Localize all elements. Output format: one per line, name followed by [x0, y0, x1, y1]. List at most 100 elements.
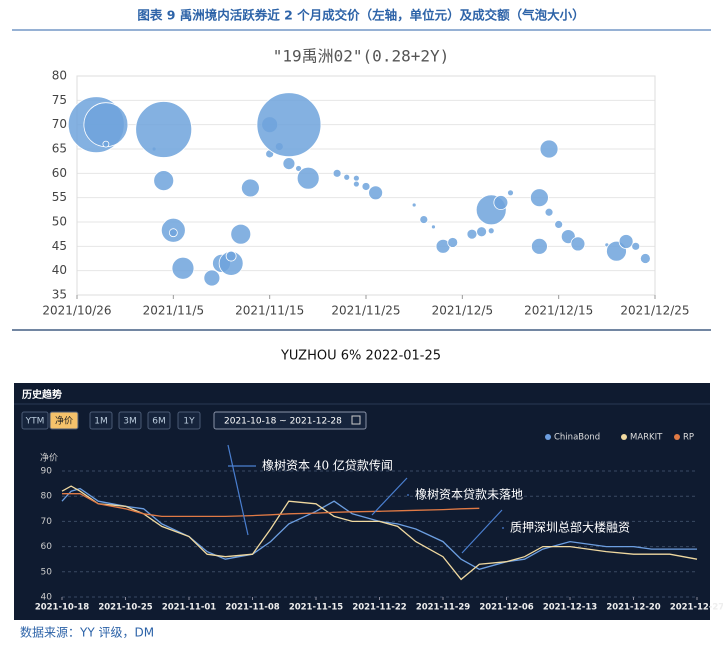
x-tick-label: 2021-11-22	[352, 603, 406, 613]
bubble	[135, 101, 193, 158]
bubble	[230, 223, 252, 245]
annotation: 橡树资本 40 亿贷款传闻	[262, 458, 393, 473]
bubble	[361, 182, 371, 191]
bubble	[352, 180, 360, 188]
toggle-button-label[interactable]: YTM	[25, 417, 45, 427]
bubble	[240, 178, 260, 198]
bubble	[171, 256, 195, 280]
annotation-arrow	[227, 444, 249, 536]
bubble	[153, 170, 175, 192]
date-range[interactable]: 2021-10-18 ~ 2021-12-28	[224, 417, 342, 427]
source-note: 数据来源：YY 评级，DM	[20, 625, 154, 640]
bubble	[507, 189, 514, 197]
toggle-button[interactable]	[118, 411, 142, 430]
x-tick-label: 2021-12-13	[543, 603, 597, 613]
bubble	[368, 185, 384, 201]
series-line	[61, 485, 698, 581]
bubble	[411, 202, 417, 208]
x-tick-label: 2021-10-25	[98, 603, 152, 613]
x-tick-label: 2021-12-06	[479, 603, 533, 613]
legend-label: RP	[683, 433, 694, 443]
annotation-arrow	[461, 509, 503, 554]
bubble	[282, 157, 296, 171]
bubble	[544, 207, 554, 217]
x-tick-label: 2021-11-29	[416, 603, 470, 613]
x-tick-label: 2021/11/25	[331, 304, 400, 318]
bubble	[493, 195, 509, 210]
panel-title: 历史趋势	[22, 388, 62, 401]
figure-title: 图表 9 禹洲境内活跃券近 2 个月成交价（左轴，单位元）及成交额（气泡大小）	[137, 8, 584, 23]
legend-label: ChinaBond	[554, 433, 600, 443]
y-tick-label: 40	[52, 263, 67, 277]
annotation: 质押深圳总部大楼融资	[510, 520, 630, 535]
toggle-button[interactable]	[49, 411, 79, 430]
bubble	[102, 140, 110, 148]
bubble	[168, 228, 178, 238]
toggle-button[interactable]	[89, 411, 113, 430]
x-tick-label: 2021-11-15	[289, 603, 343, 613]
toggle-button-label[interactable]: 1Y	[183, 417, 195, 427]
bubble	[631, 241, 641, 251]
y-tick-label: 60	[52, 166, 67, 180]
legend-swatch	[621, 434, 627, 440]
bubble	[639, 253, 651, 264]
x-tick-label: 2021-12-27	[670, 603, 723, 613]
bubble	[539, 139, 559, 159]
bubble	[419, 215, 429, 224]
y-tick-label: 70	[41, 517, 53, 527]
annotation: 橡树资本贷款未落地	[415, 487, 523, 502]
x-tick-label: 2021-11-08	[225, 603, 279, 613]
bubble	[352, 174, 360, 182]
bubble	[466, 228, 478, 240]
series-line	[62, 493, 480, 518]
y-axis-label: 净价	[40, 452, 58, 464]
y-tick-label: 45	[52, 239, 67, 253]
bubble	[531, 237, 548, 255]
bubble	[618, 234, 634, 249]
bubble	[295, 165, 302, 172]
toggle-button-label[interactable]: 6M	[152, 417, 166, 427]
bubble	[476, 226, 488, 238]
x-tick-label: 2021/12/15	[524, 304, 593, 318]
toggle-button[interactable]	[21, 411, 49, 430]
y-tick-label: 50	[52, 215, 67, 229]
legend-swatch	[545, 434, 551, 440]
y-tick-label: 40	[41, 593, 53, 603]
toggle-button[interactable]	[177, 411, 201, 430]
x-tick-label: 2021-12-20	[606, 603, 660, 613]
toggle-button-label[interactable]: 3M	[123, 417, 137, 427]
y-tick-label: 90	[41, 467, 53, 477]
series-line	[61, 487, 697, 570]
x-tick-label: 2021-10-18	[35, 603, 89, 613]
bubble	[203, 269, 221, 287]
toggle-button-label[interactable]: 净价	[55, 415, 73, 427]
x-tick-label: 2021/11/15	[235, 304, 304, 318]
toggle-button-label[interactable]: 1M	[94, 417, 108, 427]
y-tick-label: 55	[52, 190, 67, 204]
x-tick-label: 2021/11/5	[143, 304, 205, 318]
x-tick-label: 2021/12/5	[432, 304, 494, 318]
x-tick-label: 2021-11-01	[162, 603, 216, 613]
bubble	[225, 250, 237, 262]
bubble	[487, 227, 495, 235]
legend-swatch	[674, 434, 680, 440]
bubble	[447, 237, 459, 248]
bubble	[554, 220, 564, 229]
bubble	[256, 92, 322, 158]
y-tick-label: 50	[41, 567, 53, 577]
bubble	[83, 102, 129, 148]
y-tick-label: 65	[52, 142, 67, 156]
y-tick-label: 35	[52, 288, 67, 302]
x-tick-label: 2021/12/25	[620, 304, 689, 318]
toggle-button[interactable]	[147, 411, 171, 430]
annotation-arrow	[371, 477, 408, 516]
bubble	[343, 173, 351, 181]
calendar-icon[interactable]	[351, 415, 361, 425]
date-range-box[interactable]	[213, 411, 367, 430]
y-tick-label: 60	[41, 542, 53, 552]
y-tick-label: 80	[52, 69, 67, 83]
legend-label: MARKIT	[630, 433, 663, 443]
bubble	[332, 168, 342, 178]
chart-title: YUZHOU 6% 2022-01-25	[280, 349, 441, 364]
